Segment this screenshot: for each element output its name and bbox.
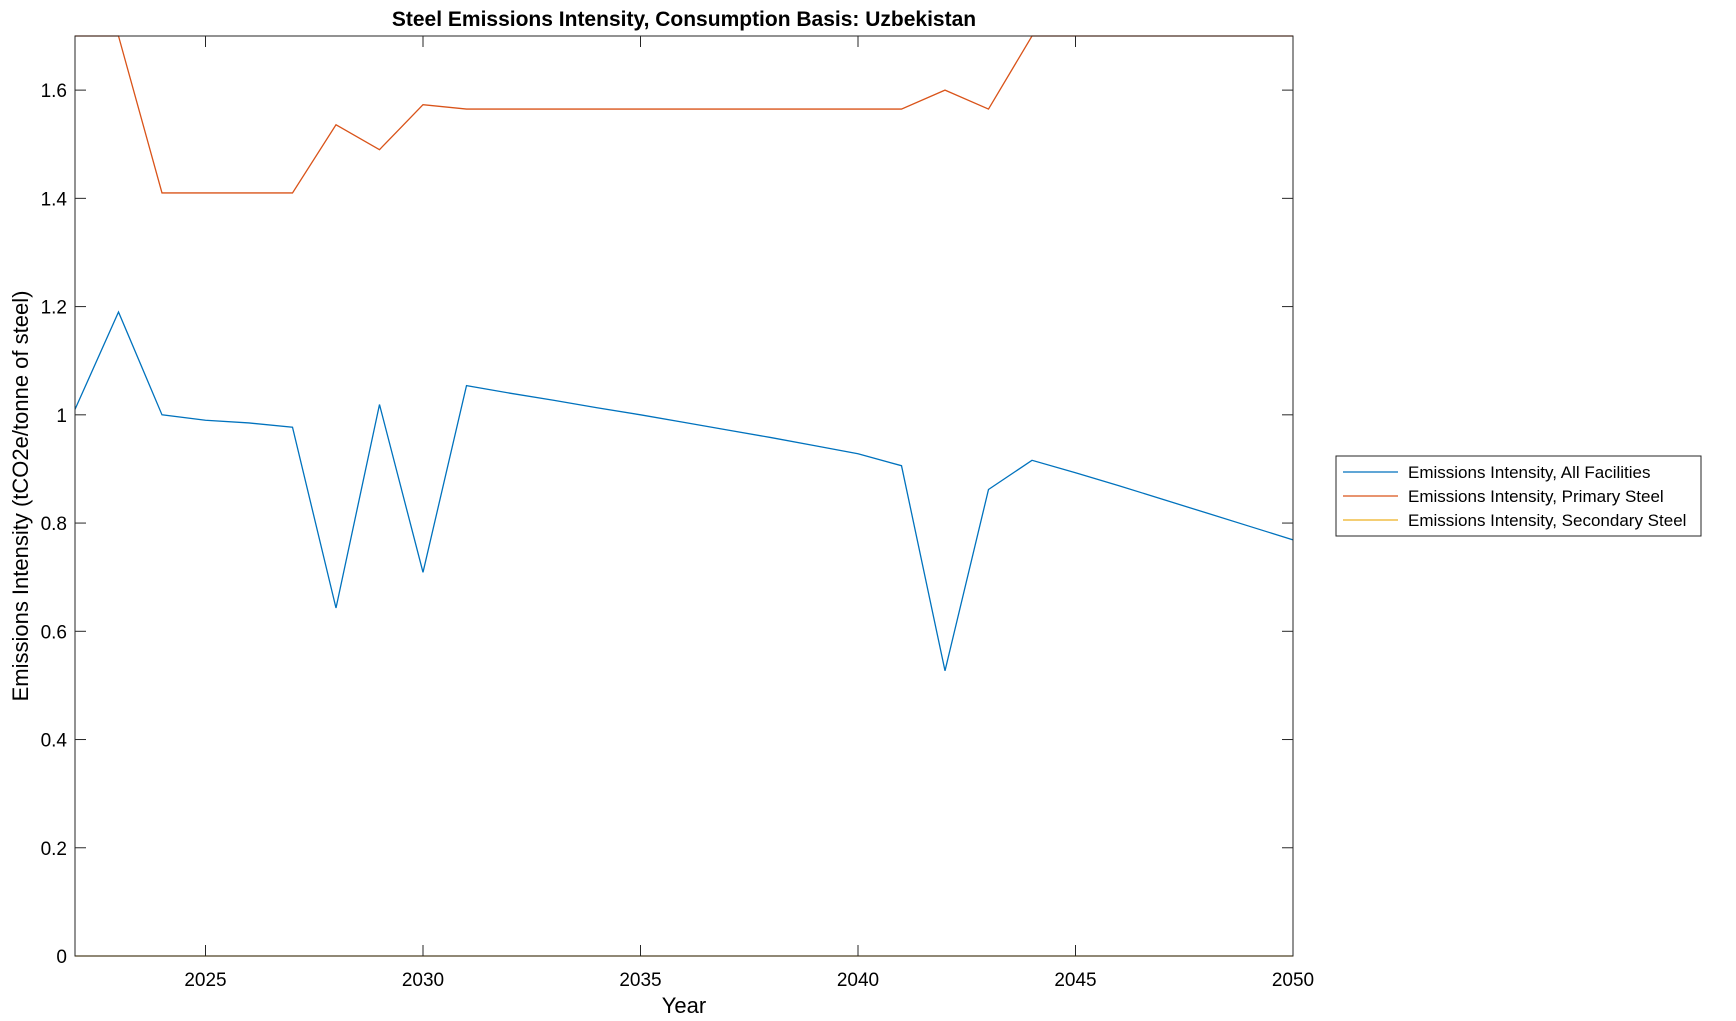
- y-tick-label: 1.4: [41, 189, 68, 210]
- x-tick-label: 2025: [184, 970, 226, 991]
- y-tick-label: 0.8: [41, 514, 67, 535]
- y-tick-label: 1: [56, 406, 67, 427]
- y-tick-label: 0: [56, 947, 67, 968]
- chart-title: Steel Emissions Intensity, Consumption B…: [392, 8, 976, 31]
- x-tick-label: 2035: [619, 970, 661, 991]
- x-tick-label: 2050: [1272, 970, 1314, 991]
- legend-label-2: Emissions Intensity, Primary Steel: [1408, 487, 1664, 506]
- y-tick-label: 0.6: [41, 622, 67, 643]
- x-axis-label: Year: [662, 993, 706, 1018]
- y-axis-label: Emissions Intensity (tCO2e/tonne of stee…: [8, 291, 33, 702]
- legend-label-3: Emissions Intensity, Secondary Steel: [1408, 511, 1686, 530]
- y-tick-label: 0.4: [41, 731, 68, 752]
- x-tick-label: 2045: [1054, 970, 1096, 991]
- y-tick-label: 1.2: [41, 298, 67, 319]
- plot-frame: [74, 35, 1294, 957]
- x-tick-label: 2030: [402, 970, 444, 991]
- legend: Emissions Intensity, All Facilities Emiss…: [1335, 455, 1702, 537]
- y-tick-label: 0.2: [41, 839, 67, 860]
- plot-area: 2025 2030 2035 2040 2045 2050 0 0.2 0.4 0.6 0.8 1 1…: [41, 35, 1314, 991]
- y-axis: 0 0.2 0.4 0.6 0.8 1 1.2 1.4 1.6: [41, 81, 1293, 968]
- x-tick-label: 2040: [837, 970, 879, 991]
- x-axis: 2025 2030 2035 2040 2045 2050: [184, 36, 1314, 991]
- y-tick-label: 1.6: [41, 81, 67, 102]
- series-line-1: [74, 310, 1294, 671]
- plot-background: [75, 36, 1293, 956]
- legend-label-1: Emissions Intensity, All Facilities: [1408, 463, 1650, 482]
- legend-entries: Emissions Intensity, All Facilities Emiss…: [1343, 463, 1686, 530]
